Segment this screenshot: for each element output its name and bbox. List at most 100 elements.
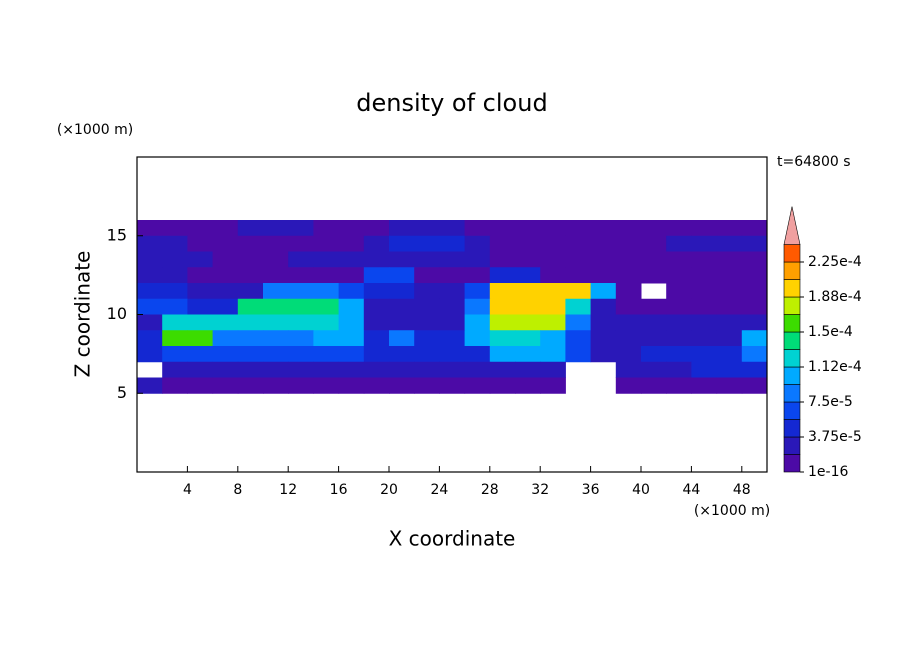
field-cell (162, 346, 188, 363)
field-cell (414, 251, 440, 268)
field-cell (162, 220, 188, 237)
field-cell (716, 235, 743, 252)
field-cell (464, 298, 491, 315)
field-cell (237, 377, 264, 394)
field-cell (615, 220, 642, 237)
field-cell (288, 346, 314, 363)
field-cell (691, 267, 718, 284)
field-cell (439, 220, 466, 237)
field-cell (288, 283, 314, 300)
field-cell (741, 235, 767, 252)
field-cell (666, 298, 692, 315)
field-cell (414, 283, 440, 300)
field-cell (590, 346, 617, 363)
field-cell (565, 330, 592, 347)
field-cell (464, 346, 491, 363)
field-cell (464, 251, 491, 268)
field-cell (237, 251, 264, 268)
colorbar-band (783, 244, 801, 263)
field-cell (237, 298, 264, 315)
x-tick-label: 48 (733, 482, 751, 498)
field-cell (313, 251, 340, 268)
field-cell (666, 251, 692, 268)
field-cell (464, 377, 491, 394)
colorbar-band (783, 419, 801, 438)
field-cell (363, 220, 390, 237)
field-cell (615, 298, 642, 315)
field-cell (212, 361, 239, 378)
field-cell (187, 251, 214, 268)
field-cell (187, 346, 214, 363)
field-cell (414, 220, 440, 237)
field-cell (137, 267, 163, 284)
field-cell (590, 251, 617, 268)
x-tick-label: 20 (380, 482, 398, 498)
field-cell (288, 314, 314, 331)
field-cell (641, 361, 667, 378)
field-cell (137, 235, 163, 252)
field-cell (313, 283, 340, 300)
field-cell (590, 220, 617, 237)
field-cell (212, 235, 239, 252)
field-cell (716, 314, 743, 331)
field-cell (615, 251, 642, 268)
field-cell (464, 220, 491, 237)
field-cell (313, 361, 340, 378)
field-cell (187, 330, 214, 347)
field-cell (464, 235, 491, 252)
field-cell (414, 330, 440, 347)
field-cell (540, 314, 566, 331)
field-cell (389, 298, 415, 315)
colorbar-band (783, 261, 801, 280)
colorbar-band (783, 366, 801, 385)
field-cell (162, 361, 188, 378)
field-cell (137, 314, 163, 331)
field-cell (540, 267, 566, 284)
field-cell (489, 298, 516, 315)
field (137, 220, 767, 394)
field-cell (187, 377, 214, 394)
field-cell (464, 330, 491, 347)
y-axis-title: Z coordinate (71, 251, 95, 378)
field-cell (489, 267, 516, 284)
field-cell (590, 235, 617, 252)
field-cell (565, 346, 592, 363)
field-cell (515, 235, 541, 252)
field-cell (515, 298, 541, 315)
field-cell (716, 283, 743, 300)
field-cell (515, 361, 541, 378)
field-cell (137, 346, 163, 363)
field-cell (590, 298, 617, 315)
field-cell (313, 314, 340, 331)
field-cell (212, 330, 239, 347)
field-cell (414, 235, 440, 252)
field-cell (237, 267, 264, 284)
field-cell (439, 298, 466, 315)
field-cell (263, 251, 289, 268)
field-cell (313, 346, 340, 363)
field-cell (590, 314, 617, 331)
x-tick-label: 44 (682, 482, 700, 498)
field-cell (716, 220, 743, 237)
field-cell (389, 283, 415, 300)
field-cell (641, 235, 667, 252)
field-cell (212, 251, 239, 268)
colorbar-tick-label: 1.88e-4 (808, 289, 862, 305)
field-cell (666, 314, 692, 331)
field-cell (741, 220, 767, 237)
field-cell (716, 330, 743, 347)
field-cell (414, 298, 440, 315)
field-cell (414, 314, 440, 331)
field-cell (641, 267, 667, 284)
field-cell (741, 267, 767, 284)
field-cell (515, 283, 541, 300)
field-cell (162, 330, 188, 347)
field-cell (691, 330, 718, 347)
field-cell (288, 298, 314, 315)
field-cell (515, 220, 541, 237)
field-cell (515, 377, 541, 394)
field-cell (489, 235, 516, 252)
field-cell (439, 361, 466, 378)
field-cell (162, 251, 188, 268)
field-cell (162, 298, 188, 315)
